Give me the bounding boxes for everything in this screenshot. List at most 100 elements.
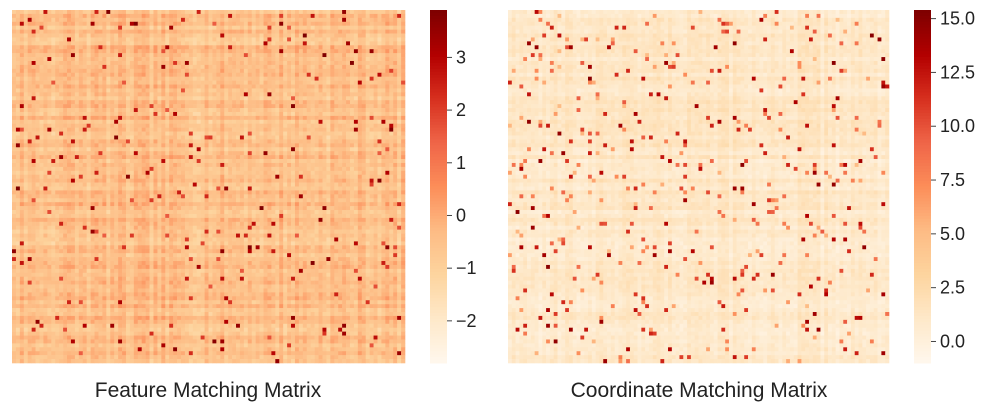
heatmap-cell — [180, 202, 186, 207]
heatmap-cell — [39, 166, 44, 172]
heatmap-cell — [59, 162, 64, 168]
heatmap-cell — [47, 88, 52, 93]
heatmap-cell — [51, 21, 56, 26]
heatmap-cell — [200, 88, 205, 93]
heatmap-cell — [184, 45, 190, 50]
heatmap-cell — [31, 41, 36, 46]
heatmap-cell — [63, 202, 68, 207]
heatmap-cell — [220, 104, 225, 109]
heatmap-cell — [306, 25, 311, 30]
heatmap-cell — [232, 111, 237, 117]
heatmap-cell — [165, 10, 170, 15]
heatmap-cell — [220, 29, 225, 34]
heatmap-cell — [129, 80, 135, 85]
heatmap-cell — [302, 13, 308, 19]
heatmap-cell — [236, 151, 241, 156]
heatmap-cell — [47, 104, 52, 109]
heatmap-cell — [247, 41, 253, 46]
heatmap-cell — [31, 68, 36, 74]
heatmap-cell — [15, 33, 21, 38]
heatmap-cell — [302, 17, 308, 23]
heatmap-cell — [165, 64, 170, 70]
heatmap-cell — [279, 21, 284, 26]
heatmap-cell — [141, 100, 146, 105]
heatmap-cell — [322, 178, 327, 183]
heatmap-cell — [114, 96, 119, 101]
heatmap-cell — [125, 64, 131, 70]
heatmap-cell — [184, 139, 190, 144]
heatmap-cell — [169, 147, 174, 152]
heatmap-cell — [35, 166, 40, 172]
heatmap-cell — [361, 135, 366, 140]
heatmap-cell — [169, 92, 174, 97]
heatmap-cell — [271, 131, 276, 136]
heatmap-cell — [349, 10, 355, 15]
heatmap-cell — [196, 96, 201, 101]
heatmap-cell — [78, 60, 84, 66]
heatmap-cell — [349, 162, 355, 168]
heatmap-cell — [287, 45, 292, 50]
heatmap-cell — [102, 139, 107, 144]
heatmap-cell — [255, 76, 260, 81]
heatmap-cell — [294, 17, 300, 23]
heatmap-cell — [216, 49, 221, 54]
heatmap-cell — [310, 159, 315, 164]
heatmap-cell — [212, 174, 217, 179]
heatmap-cell — [279, 10, 284, 15]
heatmap-cell — [157, 151, 162, 156]
heatmap-cell — [141, 115, 146, 121]
heatmap-cell — [39, 127, 44, 132]
heatmap-cell — [322, 115, 327, 121]
heatmap-cell — [200, 147, 205, 152]
heatmap-cell — [283, 64, 288, 70]
heatmap-cell — [70, 182, 76, 187]
heatmap-cell — [208, 127, 213, 132]
heatmap-cell — [302, 190, 308, 195]
heatmap-cell — [342, 115, 347, 121]
heatmap-cell — [173, 139, 178, 144]
heatmap-cell — [318, 100, 323, 105]
heatmap-cell — [243, 49, 249, 54]
heatmap-cell — [287, 76, 292, 81]
heatmap-cell — [39, 151, 44, 156]
heatmap-cell — [63, 92, 68, 97]
heatmap-cell — [326, 162, 331, 168]
heatmap-cell — [232, 60, 237, 66]
heatmap-cell — [94, 119, 99, 125]
heatmap-cell — [82, 88, 87, 93]
heatmap-cell — [51, 131, 56, 136]
heatmap-cell — [51, 147, 56, 152]
heatmap-cell — [137, 170, 142, 176]
heatmap-cell — [70, 115, 76, 121]
heatmap-cell — [267, 60, 272, 66]
heatmap-cell — [63, 190, 68, 195]
heatmap-cell — [35, 100, 40, 105]
heatmap-cell — [224, 49, 229, 54]
heatmap-cell — [145, 80, 150, 85]
heatmap-cell — [224, 100, 229, 105]
heatmap-cell — [23, 60, 29, 66]
heatmap-cell — [381, 111, 386, 117]
heatmap-cell — [47, 202, 52, 207]
heatmap-cell — [377, 60, 382, 66]
heatmap-cell — [298, 194, 304, 199]
heatmap-cell — [306, 41, 311, 46]
heatmap-cell — [125, 17, 131, 23]
heatmap-cell — [263, 162, 268, 168]
heatmap-cell — [365, 155, 370, 160]
heatmap-cell — [228, 198, 233, 203]
heatmap-cell — [200, 162, 205, 168]
heatmap-cell — [232, 115, 237, 121]
heatmap-cell — [200, 53, 205, 58]
heatmap-cell — [349, 33, 355, 38]
heatmap-cell — [114, 162, 119, 168]
heatmap-cell — [287, 139, 292, 144]
heatmap-cell — [287, 170, 292, 176]
heatmap-cell — [110, 29, 115, 34]
heatmap-cell — [196, 68, 201, 74]
heatmap-cell — [287, 162, 292, 168]
heatmap-cell — [232, 162, 237, 168]
heatmap-cell — [180, 119, 186, 125]
heatmap-cell — [200, 108, 205, 113]
heatmap-cell — [318, 37, 323, 42]
